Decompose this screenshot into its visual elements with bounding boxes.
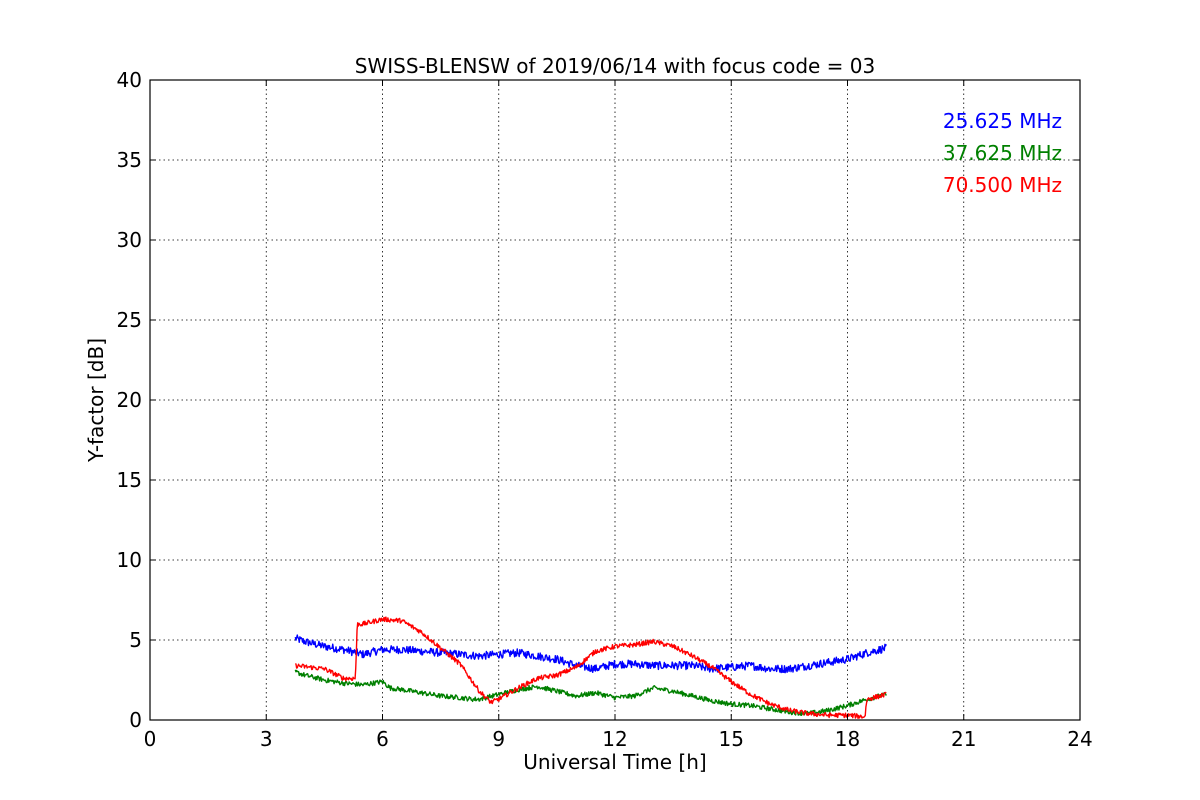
- axis-ticks: [149, 79, 1081, 721]
- y-tick-label: 25: [117, 308, 142, 332]
- legend: 25.625 MHz 37.625 MHz 70.500 MHz: [943, 109, 1062, 197]
- y-tick-label: 20: [117, 388, 142, 412]
- y-tick-label: 15: [117, 468, 142, 492]
- series-line: [294, 669, 887, 716]
- x-tick-label: 18: [835, 727, 860, 751]
- x-tick-label: 9: [492, 727, 505, 751]
- y-tick-label: 10: [117, 548, 142, 572]
- x-tick-label: 0: [144, 727, 157, 751]
- legend-entry: 70.500 MHz: [943, 173, 1062, 197]
- series-line: [294, 634, 887, 674]
- x-tick-label: 3: [260, 727, 273, 751]
- y-tick-label: 35: [117, 148, 142, 172]
- series-line: [294, 616, 887, 720]
- x-tick-label: 15: [719, 727, 744, 751]
- x-tick-labels: 0 3 6 9 12 15 18 21 24: [144, 727, 1093, 751]
- y-axis-title: Y-factor [dB]: [84, 338, 108, 463]
- legend-entry: 25.625 MHz: [943, 109, 1062, 133]
- y-tick-label: 0: [129, 708, 142, 732]
- y-tick-label: 5: [129, 628, 142, 652]
- y-tick-label: 30: [117, 228, 142, 252]
- y-tick-label: 40: [117, 68, 142, 92]
- y-tick-labels: 0 5 10 15 20 25 30 35 40: [117, 68, 142, 732]
- x-axis-title: Universal Time [h]: [523, 750, 706, 774]
- x-tick-label: 6: [376, 727, 389, 751]
- chart-title: SWISS-BLENSW of 2019/06/14 with focus co…: [355, 54, 876, 78]
- x-tick-label: 21: [951, 727, 976, 751]
- plot-series: [294, 616, 887, 720]
- x-tick-label: 12: [602, 727, 627, 751]
- x-tick-label: 24: [1067, 727, 1092, 751]
- legend-entry: 37.625 MHz: [943, 141, 1062, 165]
- grid-lines: [150, 80, 1080, 720]
